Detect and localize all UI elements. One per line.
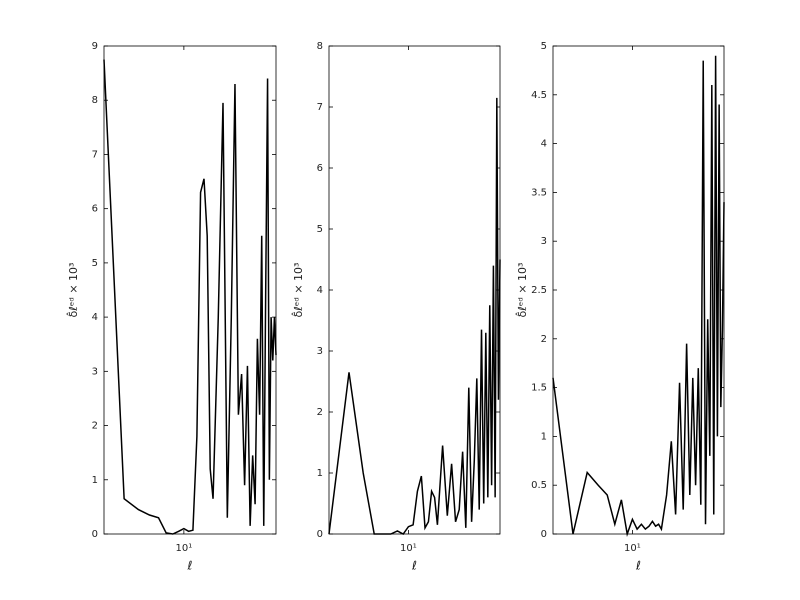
y-tick-label: 1.5 bbox=[531, 383, 547, 394]
plot-frame bbox=[552, 45, 725, 535]
x-axis-label: ℓ bbox=[411, 559, 417, 573]
y-tick-label: 0 bbox=[317, 529, 323, 540]
y-tick-label: 4 bbox=[541, 139, 547, 150]
y-tick-label: 1 bbox=[317, 468, 323, 479]
y-tick-label: 6 bbox=[92, 204, 98, 215]
y-tick-label: 0 bbox=[92, 529, 98, 540]
data-line bbox=[103, 59, 277, 535]
y-tick-label: 5 bbox=[92, 258, 98, 269]
y-tick-label: 2 bbox=[92, 421, 98, 432]
y-tick-label: 8 bbox=[92, 95, 98, 106]
y-tick-label: 8 bbox=[317, 41, 323, 52]
y-tick-label: 0 bbox=[541, 529, 547, 540]
x-tick-label: 10¹ bbox=[624, 543, 641, 554]
y-tick-label: 1 bbox=[92, 475, 98, 486]
y-axis-label: δ̂ℓᵉᵈ × 10³ bbox=[291, 263, 305, 318]
y-axis-label: δ̂ℓᵉᵈ × 10³ bbox=[66, 263, 80, 318]
y-tick-label: 1 bbox=[541, 431, 547, 442]
y-tick-label: 4 bbox=[92, 312, 98, 323]
data-line bbox=[552, 55, 725, 537]
y-tick-label: 5 bbox=[317, 224, 323, 235]
y-tick-label: 5 bbox=[541, 41, 547, 52]
y-tick-label: 2.5 bbox=[531, 285, 547, 296]
y-tick-label: 2 bbox=[317, 407, 323, 418]
plot-frame bbox=[103, 45, 277, 535]
y-tick-label: 9 bbox=[92, 41, 98, 52]
x-axis-label: ℓ bbox=[635, 559, 641, 573]
y-tick-label: 2 bbox=[541, 334, 547, 345]
x-tick-label: 10¹ bbox=[400, 543, 417, 554]
y-tick-label: 4 bbox=[317, 285, 323, 296]
y-tick-label: 6 bbox=[317, 163, 323, 174]
y-tick-label: 0.5 bbox=[531, 480, 547, 491]
y-tick-label: 3 bbox=[317, 346, 323, 357]
x-axis-label: ℓ bbox=[187, 559, 193, 573]
y-tick-label: 7 bbox=[92, 149, 98, 160]
y-axis-label: δ̂ℓᵉᵈ × 10³ bbox=[515, 263, 529, 318]
y-tick-label: 3 bbox=[92, 366, 98, 377]
y-tick-label: 3.5 bbox=[531, 187, 547, 198]
data-line bbox=[328, 97, 501, 535]
y-tick-label: 4.5 bbox=[531, 90, 547, 101]
y-tick-label: 3 bbox=[541, 236, 547, 247]
x-tick-label: 10¹ bbox=[176, 543, 193, 554]
y-tick-label: 7 bbox=[317, 102, 323, 113]
